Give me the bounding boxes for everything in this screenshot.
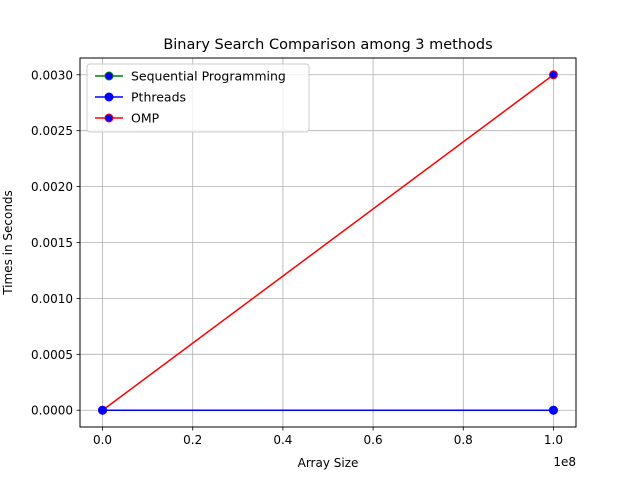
x-axis-label: Array Size [298,456,359,470]
data-point [548,405,558,415]
x-tick-label: 0.4 [273,433,292,447]
y-tick-label: 0.0005 [31,348,73,362]
x-tick-label: 0.2 [183,433,202,447]
legend: Sequential Programming Pthreads OMP [86,63,310,133]
y-axis-label: Times in Seconds [1,190,15,296]
y-tick-label: 0.0030 [31,68,73,82]
legend-marker [104,113,114,123]
y-tick-label: 0.0025 [31,124,73,138]
legend-label: Sequential Programming [131,69,286,84]
legend-box [86,63,310,133]
series-line [102,74,554,411]
y-tick-label: 0.0010 [31,292,73,306]
x-tick-label: 0.0 [93,433,112,447]
y-tick-label: 0.0000 [31,404,73,418]
series-layer [98,70,558,415]
y-tick-label: 0.0015 [31,236,73,250]
legend-label: OMP [131,111,160,126]
x-tick-label: 0.8 [454,433,473,447]
x-tick-label: 1.0 [544,433,563,447]
data-point [548,70,558,80]
legend-label: Pthreads [131,90,186,105]
chart-title: Binary Search Comparison among 3 methods [163,37,492,53]
data-point [98,405,108,415]
legend-marker [104,92,114,102]
series-pthreads [98,405,558,415]
legend-marker [104,71,114,81]
x-tick-label: 0.6 [364,433,383,447]
axis-ticks: 0.0 0.2 0.4 0.6 0.8 1.0 0.0000 0.0005 0.0010 0.00… [31,68,563,447]
x-axis-offset-text: 1e8 [553,455,576,469]
y-tick-label: 0.0020 [31,180,73,194]
